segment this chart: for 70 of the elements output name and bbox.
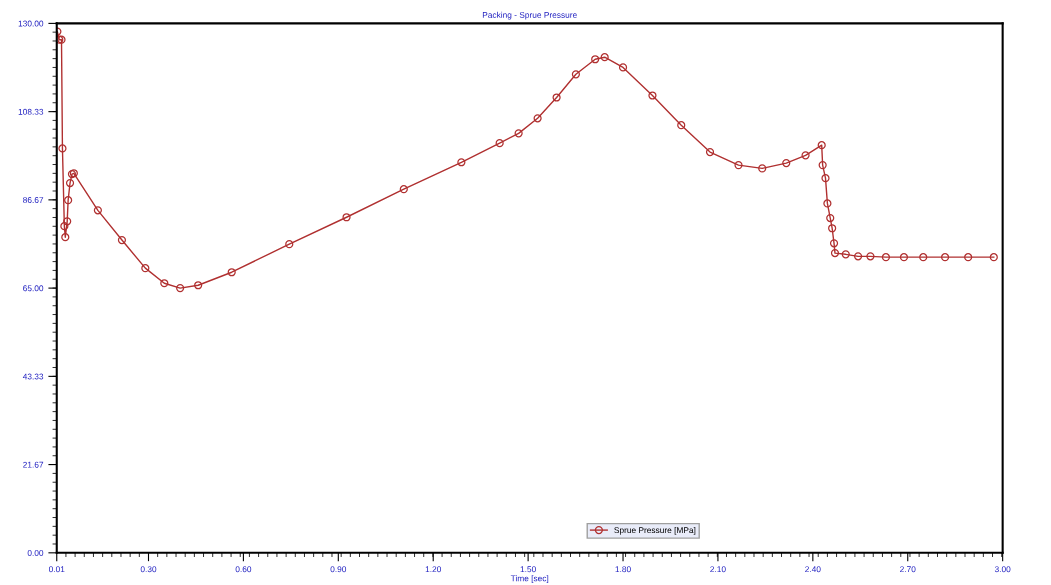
point xyxy=(989,253,998,262)
y-tick-label: 65.00 xyxy=(23,285,44,292)
point xyxy=(821,174,830,183)
point xyxy=(117,235,127,245)
point xyxy=(194,281,203,290)
point xyxy=(227,268,236,277)
point xyxy=(342,213,351,222)
point xyxy=(514,129,523,138)
point xyxy=(176,284,185,293)
point xyxy=(828,224,837,233)
point xyxy=(830,248,840,258)
point xyxy=(841,250,850,259)
point xyxy=(600,53,609,62)
y-tick-label: 130.00 xyxy=(18,20,44,27)
point xyxy=(818,161,827,170)
point xyxy=(919,253,928,262)
point xyxy=(64,196,73,205)
x-tick-label: 2.10 xyxy=(710,566,726,573)
point xyxy=(58,144,67,153)
point xyxy=(495,139,504,148)
point xyxy=(571,70,580,79)
point xyxy=(782,158,791,168)
point xyxy=(823,199,832,208)
point xyxy=(648,91,657,100)
point xyxy=(801,151,810,160)
point xyxy=(853,252,863,261)
point xyxy=(457,158,466,167)
point xyxy=(734,161,743,170)
point xyxy=(591,55,600,64)
x-tick-label: 1.80 xyxy=(615,566,631,573)
y-tick-label: 21.67 xyxy=(23,461,44,468)
x-tick-label: 0.01 xyxy=(48,566,65,573)
point xyxy=(964,253,973,262)
point xyxy=(705,147,715,157)
x-tick-label: 0.30 xyxy=(140,566,157,573)
x-tick-label: 0.90 xyxy=(330,566,347,573)
x-tick-label: 2.70 xyxy=(900,566,916,573)
point xyxy=(881,253,891,262)
point xyxy=(866,252,875,261)
point xyxy=(60,222,69,231)
point xyxy=(618,63,628,72)
point xyxy=(141,264,150,273)
x-tick-label: 3.00 xyxy=(994,566,1011,573)
x-tick-label: 1.50 xyxy=(520,566,536,573)
y-tick-label: 43.33 xyxy=(22,373,44,380)
x-tick-label: 0.60 xyxy=(235,566,252,573)
point xyxy=(61,233,70,242)
y-tick-label: 0.00 xyxy=(27,550,44,556)
x-tick-label: 2.40 xyxy=(805,566,821,573)
point xyxy=(63,217,72,226)
point xyxy=(160,279,169,288)
point xyxy=(677,121,686,130)
chart-title: Packing - Sprue Pressure xyxy=(482,11,577,20)
x-axis-title: Time [sec] xyxy=(510,575,549,583)
point xyxy=(552,93,561,102)
legend-label: Sprue Pressure [MPa] xyxy=(614,526,696,535)
point xyxy=(817,141,826,150)
point xyxy=(826,213,835,223)
point xyxy=(829,239,839,248)
y-tick-label: 86.67 xyxy=(23,197,44,203)
point xyxy=(65,178,75,188)
point xyxy=(899,253,909,262)
point xyxy=(758,164,767,173)
point xyxy=(533,114,542,123)
x-tick-label: 1.20 xyxy=(425,566,441,573)
point xyxy=(93,206,102,215)
point xyxy=(285,240,294,249)
point xyxy=(399,185,408,194)
y-tick-label: 108.33 xyxy=(18,108,44,115)
point xyxy=(940,253,950,262)
